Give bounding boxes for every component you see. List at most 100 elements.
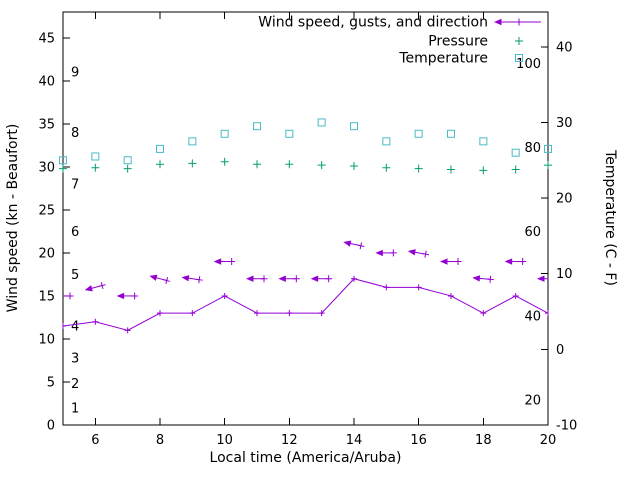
wind-speed-marker [415,284,422,291]
y-left-tick-label: 20 [38,246,55,261]
arrow-head [310,275,319,282]
wind-direction-arrow [116,292,139,300]
wind-direction-arrow [246,275,268,283]
pressure-marker [285,160,294,169]
beaufort-scale-label: 2 [71,377,79,392]
arrow-head [537,275,545,282]
pressure-marker [511,165,520,174]
temperature-marker [253,122,261,131]
wind-direction-arrow [84,282,106,292]
arrow-head [181,275,190,282]
temperature-marker [414,129,423,138]
temperature-marker [479,137,488,146]
pressure-marker [414,164,423,173]
wind-speed-marker [448,292,454,299]
y-left-tick-label: 5 [47,375,55,390]
beaufort-scale-label: 1 [71,401,79,416]
y-right-tick-label: -10 [556,419,577,434]
arrow-head [84,285,93,292]
fahrenheit-scale-label: 60 [524,225,541,240]
arrow-head [149,274,158,281]
pressure-marker [447,165,455,174]
legend-entry-pressure: Pressure [428,34,523,50]
arrow-head [504,258,513,265]
gust-marker [66,292,74,300]
wind-gust-arrows [62,240,549,300]
temperature-marker [220,129,229,138]
gust-marker [357,242,365,250]
wind-speed-marker [221,292,228,299]
wind-direction-arrow [149,274,171,285]
gust-marker [486,275,494,283]
gust-marker [519,258,527,266]
pressure-marker [188,159,197,168]
wind-direction-arrow [213,258,236,266]
gust-marker [163,277,171,285]
pressure-marker [59,164,67,173]
legend-temperature-marker [515,54,523,62]
y-left-tick-label: 25 [38,203,55,218]
pressure-marker [156,160,164,169]
y-right-tick-label: 10 [556,267,573,282]
fahrenheit-scale-label: 20 [524,394,541,409]
temperature-series [59,118,552,165]
pressure-marker [253,160,261,169]
fahrenheit-scale-label: 80 [524,141,541,156]
pressure-marker [350,162,358,171]
temperature-marker [123,156,132,165]
gust-marker [195,276,203,284]
arrow-head [343,240,352,247]
pressure-series [59,157,552,175]
x-tick-label: 18 [475,433,492,448]
plot-layer: 6 8 10 12 14 16 18 20051015202530354045-1001020… [38,11,577,448]
wind-speed-marker [351,275,357,282]
pressure-marker [123,164,132,173]
arrow-head [116,292,125,300]
legend-wind-marker [515,18,523,26]
beaufort-scale-label: 4 [71,320,79,335]
arrow-head [246,275,254,282]
temperature-marker [317,118,326,127]
beaufort-scale-label: 5 [71,268,79,283]
temperature-marker [285,129,294,138]
wind-direction-arrow [472,275,494,283]
gust-marker [260,275,268,283]
left-y-axis-title: Wind speed (kn - Beaufort) [5,124,21,313]
plot-border [62,11,549,426]
beaufort-scale-label: 9 [71,66,79,81]
pressure-marker [317,161,326,170]
wind-speed-marker [189,310,196,317]
wind-direction-arrow [440,258,462,266]
x-tick-label: 6 [91,433,99,448]
wind-speed-line [62,278,549,331]
temperature-marker [91,152,100,161]
beaufort-scale-label: 8 [71,126,79,141]
wind-speed-marker [92,318,99,325]
y-left-tick-label: 0 [47,419,55,434]
temperature-marker [544,144,552,153]
pressure-marker [544,161,552,170]
wind-direction-arrow [62,292,74,300]
legend-label: Wind speed, gusts, and direction [258,15,488,31]
arrow-head [375,249,383,257]
temperature-marker [188,137,197,146]
y-left-tick-label: 15 [38,289,55,304]
temperature-marker [156,144,164,153]
legend-pressure-marker [515,37,523,45]
fahrenheit-scale-label: 100 [516,57,541,72]
wind-speed-marker [318,310,325,317]
x-axis-title: Local time (America/Aruba) [210,450,402,466]
pressure-marker [479,166,488,175]
y-left-tick-label: 30 [38,160,55,175]
wind-speed-marker [383,284,390,291]
wind-speed-marker [157,310,163,317]
wind-direction-arrow [310,275,333,283]
wind-direction-arrow [375,249,397,257]
wind-speed-series [62,275,549,334]
wind-direction-arrow [537,275,549,282]
gust-marker [98,282,106,290]
x-tick-label: 16 [410,433,427,448]
arrow-head [278,275,286,282]
x-tick-label: 12 [281,433,298,448]
